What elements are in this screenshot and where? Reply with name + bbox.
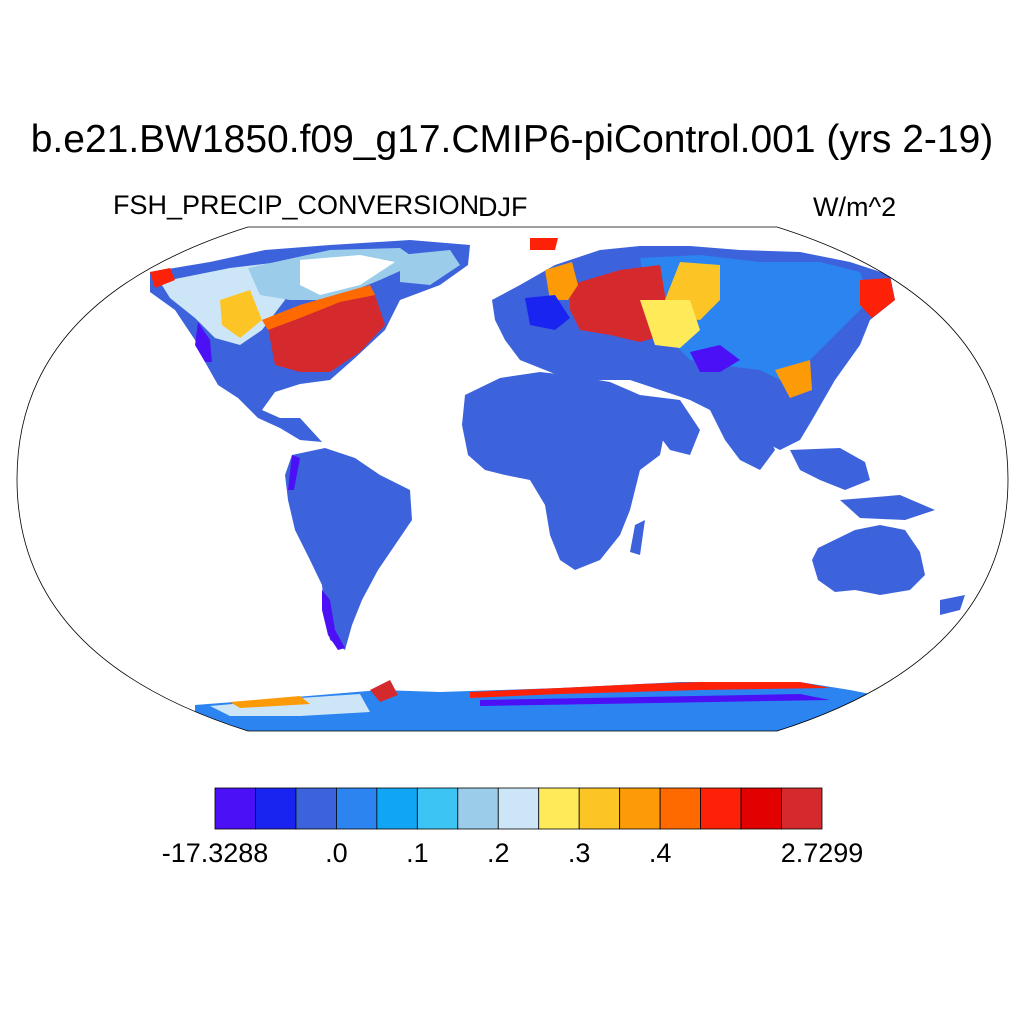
colorbar-swatch-10 bbox=[619, 787, 661, 830]
variable-label: FSH_PRECIP_CONVERSION bbox=[113, 190, 480, 220]
colorbar-swatch-5 bbox=[416, 787, 459, 830]
colorbar-swatch-2 bbox=[295, 787, 337, 830]
colorbar-swatch-1 bbox=[255, 787, 297, 830]
colorbar-swatch-0 bbox=[214, 787, 256, 830]
colorbar-swatch-8 bbox=[538, 787, 580, 830]
colorbar-swatch-12 bbox=[700, 787, 742, 830]
colorbar-swatch-14 bbox=[781, 787, 823, 830]
colorbar-swatch-6 bbox=[457, 787, 499, 830]
colorbar bbox=[214, 787, 823, 830]
colorbar-swatch-9 bbox=[578, 787, 621, 830]
colorbar-label: .4 bbox=[648, 838, 672, 868]
colorbar-label: 2.7299 bbox=[780, 838, 864, 868]
plot-title: b.e21.BW1850.f09_g17.CMIP6-piControl.001… bbox=[30, 118, 994, 161]
season-label: DJF bbox=[478, 192, 528, 222]
colorbar-swatch-3 bbox=[335, 787, 378, 830]
colorbar-swatch-13 bbox=[740, 787, 782, 830]
units-label: W/m^2 bbox=[813, 192, 897, 222]
colorbar-swatch-4 bbox=[376, 787, 418, 830]
colorbar-swatch-11 bbox=[659, 787, 702, 830]
colorbar-label: .0 bbox=[325, 838, 348, 868]
map-border bbox=[16, 226, 1009, 732]
colorbar-label: .2 bbox=[487, 838, 510, 868]
colorbar-label: .3 bbox=[567, 838, 591, 868]
colorbar-label: .1 bbox=[406, 838, 429, 868]
colorbar-label: -17.3288 bbox=[161, 838, 269, 868]
map-land-fill bbox=[150, 236, 965, 731]
colorbar-swatch-7 bbox=[497, 787, 540, 830]
